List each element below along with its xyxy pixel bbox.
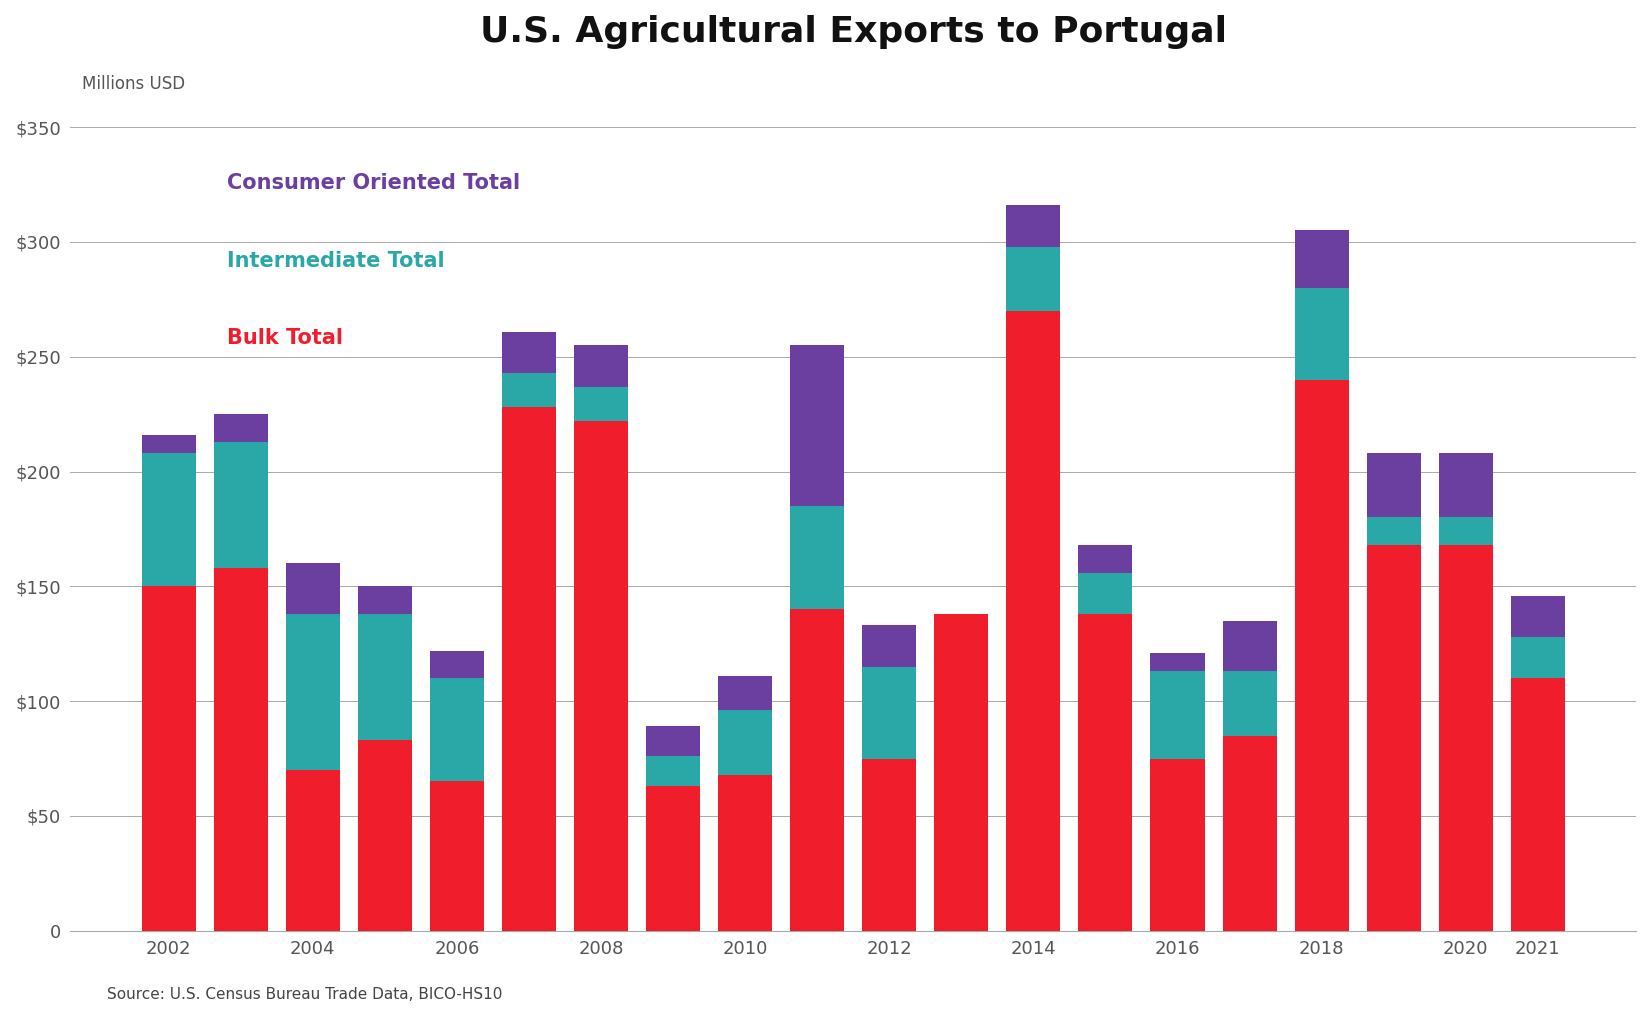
Bar: [286, 564, 340, 613]
Bar: [1367, 453, 1422, 517]
Bar: [1511, 637, 1565, 678]
Bar: [1007, 205, 1060, 246]
Bar: [575, 386, 627, 421]
Text: Millions USD: Millions USD: [83, 75, 185, 92]
Bar: [1151, 758, 1205, 931]
Bar: [1438, 453, 1493, 517]
Bar: [1222, 621, 1276, 671]
Bar: [429, 651, 484, 678]
Bar: [791, 346, 844, 506]
Bar: [1438, 545, 1493, 931]
Bar: [718, 676, 773, 711]
Bar: [862, 666, 916, 758]
Bar: [1511, 678, 1565, 931]
Bar: [791, 609, 844, 931]
Bar: [1078, 573, 1133, 613]
Text: Intermediate Total: Intermediate Total: [228, 250, 444, 271]
Bar: [142, 453, 196, 586]
Bar: [575, 421, 627, 931]
Bar: [429, 678, 484, 782]
Bar: [1511, 595, 1565, 637]
Bar: [358, 740, 411, 931]
Bar: [502, 408, 556, 931]
Bar: [646, 726, 700, 756]
Bar: [1078, 613, 1133, 931]
Bar: [142, 586, 196, 931]
Bar: [142, 435, 196, 453]
Bar: [1007, 246, 1060, 311]
Bar: [862, 626, 916, 666]
Bar: [1151, 671, 1205, 758]
Bar: [718, 711, 773, 775]
Bar: [1367, 517, 1422, 545]
Bar: [1222, 735, 1276, 931]
Bar: [862, 758, 916, 931]
Text: Bulk Total: Bulk Total: [228, 329, 343, 348]
Bar: [286, 613, 340, 770]
Bar: [934, 613, 989, 931]
Bar: [1367, 545, 1422, 931]
Bar: [646, 786, 700, 931]
Bar: [213, 568, 267, 931]
Bar: [1294, 230, 1349, 288]
Bar: [213, 414, 267, 442]
Bar: [575, 346, 627, 386]
Bar: [1294, 379, 1349, 931]
Bar: [429, 782, 484, 931]
Bar: [1294, 288, 1349, 379]
Bar: [286, 770, 340, 931]
Bar: [1151, 653, 1205, 671]
Bar: [1007, 311, 1060, 931]
Bar: [358, 586, 411, 613]
Title: U.S. Agricultural Exports to Portugal: U.S. Agricultural Exports to Portugal: [480, 15, 1227, 49]
Bar: [1222, 671, 1276, 735]
Bar: [1078, 545, 1133, 573]
Bar: [646, 756, 700, 786]
Bar: [213, 442, 267, 568]
Bar: [358, 613, 411, 740]
Bar: [718, 775, 773, 931]
Bar: [502, 373, 556, 408]
Bar: [502, 332, 556, 373]
Text: Consumer Oriented Total: Consumer Oriented Total: [228, 173, 520, 193]
Text: Source: U.S. Census Bureau Trade Data, BICO-HS10: Source: U.S. Census Bureau Trade Data, B…: [107, 987, 502, 1002]
Bar: [791, 506, 844, 609]
Bar: [1438, 517, 1493, 545]
